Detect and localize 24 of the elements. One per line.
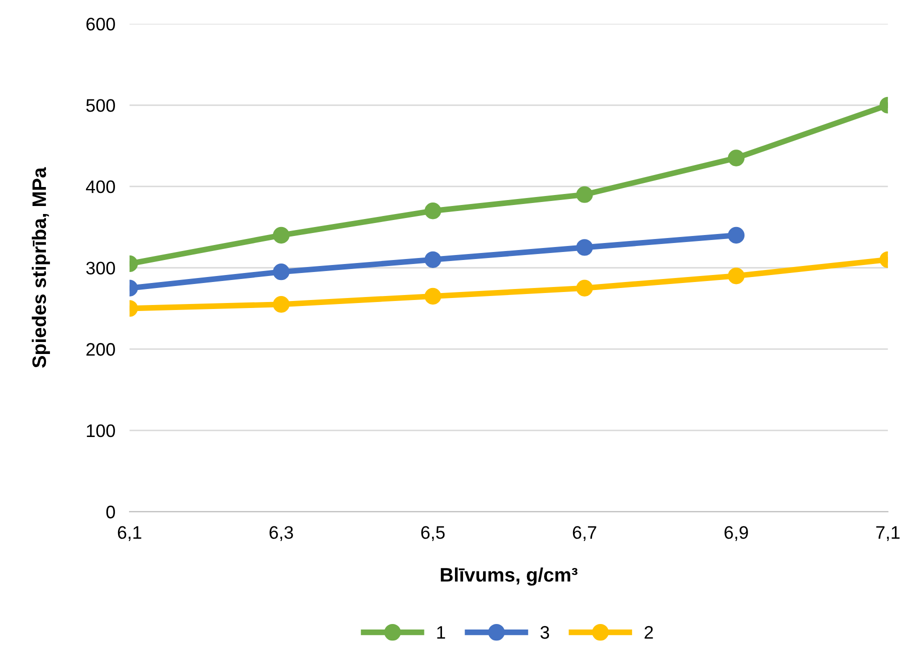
x-tick-label: 6,1 bbox=[118, 526, 142, 542]
x-axis-title: Blīvums, g/cm³ bbox=[440, 567, 578, 586]
point bbox=[424, 202, 442, 220]
y-tick-label: 0 bbox=[106, 506, 115, 518]
point bbox=[576, 186, 593, 203]
y-tick-label: 200 bbox=[86, 343, 115, 356]
y-tick-label: 400 bbox=[86, 180, 115, 194]
legend-label: 2 bbox=[644, 626, 653, 639]
x-tick-label: 7,1 bbox=[876, 526, 900, 542]
y-tick-label: 100 bbox=[86, 424, 115, 438]
legend-label: 1 bbox=[437, 626, 446, 639]
point bbox=[576, 280, 593, 296]
y-tick-label: 300 bbox=[86, 262, 115, 274]
y-tick-label: 600 bbox=[86, 18, 115, 31]
point bbox=[576, 239, 593, 256]
legend-label: 3 bbox=[540, 626, 550, 639]
point bbox=[424, 251, 442, 268]
x-tick-label: 6,9 bbox=[724, 526, 748, 542]
y-tick-label: 500 bbox=[86, 99, 115, 112]
x-tick-label: 6,5 bbox=[421, 526, 445, 542]
x-tick-label: 6,7 bbox=[572, 526, 596, 542]
x-tick-label: 6,3 bbox=[270, 526, 293, 542]
point bbox=[424, 288, 442, 305]
y-axis-title: Spiedes stiprība, MPa bbox=[32, 167, 50, 368]
